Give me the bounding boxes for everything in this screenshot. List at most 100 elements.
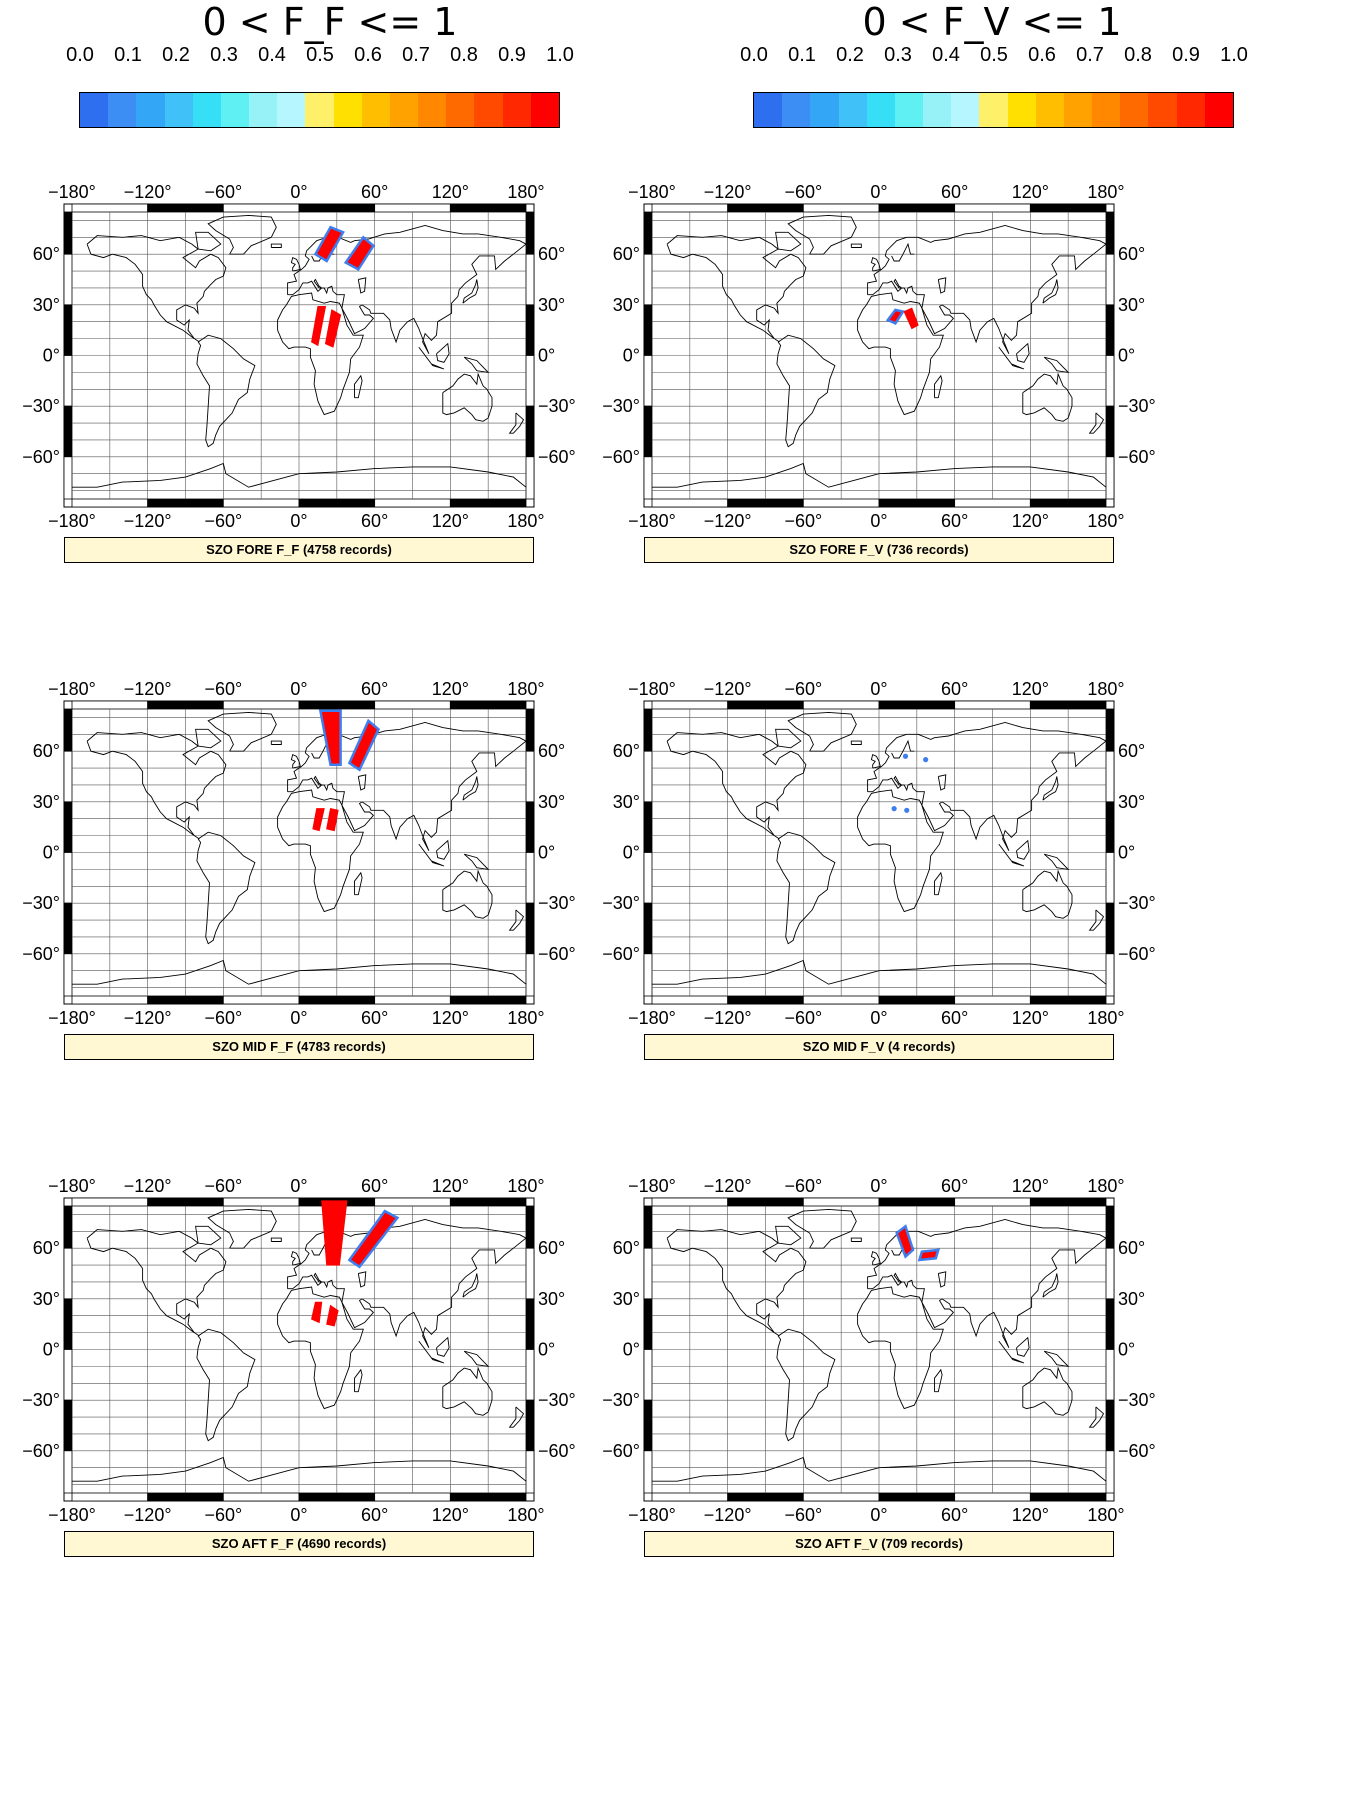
coastline xyxy=(290,1250,301,1266)
colorbar-swatch xyxy=(361,93,390,127)
lon-label: −180° xyxy=(48,511,96,531)
frame-segment xyxy=(525,1298,535,1350)
frame-segment xyxy=(1105,211,1115,255)
colorbar-swatch xyxy=(80,93,109,127)
lon-label: 180° xyxy=(1087,182,1124,202)
frame-segment xyxy=(1105,1298,1115,1350)
frame-segment xyxy=(63,953,73,997)
lon-label: 0° xyxy=(870,679,887,699)
map-caption: SZO MID F_V (4 records) xyxy=(644,1034,1114,1060)
coastline xyxy=(776,1328,836,1442)
lon-label: 0° xyxy=(870,182,887,202)
coastline xyxy=(1016,342,1030,363)
map-caption: SZO AFT F_V (709 records) xyxy=(644,1531,1114,1557)
lat-label: 60° xyxy=(33,741,60,761)
lon-label: 0° xyxy=(290,1176,307,1196)
lat-label: −60° xyxy=(22,447,60,467)
frame-segment xyxy=(525,456,535,500)
lat-label: 0° xyxy=(623,346,640,366)
frame-segment xyxy=(954,498,1031,508)
lat-label: 30° xyxy=(33,295,60,315)
lon-label: 120° xyxy=(1012,1176,1049,1196)
lon-label: 60° xyxy=(941,511,968,531)
data-swath xyxy=(326,1304,339,1327)
frame-segment xyxy=(63,1298,73,1350)
coastline xyxy=(1022,869,1073,919)
lon-label: −60° xyxy=(204,1008,242,1028)
frame-segment xyxy=(643,1205,653,1249)
colorbar-tick-labels: 0.0 0.1 0.2 0.3 0.4 0.5 0.6 0.7 0.8 0.9 1.0 xyxy=(66,44,574,68)
lon-label: 0° xyxy=(290,182,307,202)
data-swath xyxy=(917,1248,941,1262)
lat-label: 0° xyxy=(538,346,555,366)
lat-label: 60° xyxy=(538,741,565,761)
lat-label: −60° xyxy=(1118,944,1156,964)
lat-label: −60° xyxy=(602,447,640,467)
coastline xyxy=(666,732,807,840)
coastline xyxy=(442,372,493,422)
frame-segment xyxy=(643,405,653,458)
frame-segment xyxy=(1029,498,1107,508)
frame-segment xyxy=(63,852,73,904)
frame-segment xyxy=(1029,1492,1107,1502)
data-point xyxy=(902,753,909,759)
data-swath xyxy=(903,307,919,330)
frame-segment xyxy=(1105,750,1115,803)
lat-label: −30° xyxy=(1118,396,1156,416)
colorbar-swatch xyxy=(866,93,895,127)
lat-label: 30° xyxy=(1118,792,1145,812)
frame-segment xyxy=(643,750,653,803)
colorbar-swatch xyxy=(810,93,839,127)
frame-segment xyxy=(449,995,527,1005)
frame-segment xyxy=(643,852,653,904)
lat-label: 30° xyxy=(33,1289,60,1309)
frame-segment xyxy=(651,203,729,213)
lon-label: −60° xyxy=(784,1505,822,1525)
frame-segment xyxy=(878,1492,956,1502)
coastline xyxy=(1042,776,1059,801)
lon-label: −60° xyxy=(204,511,242,531)
colorbar-tick-label: 0.9 xyxy=(1172,44,1200,66)
lat-label: −30° xyxy=(22,396,60,416)
frame-segment xyxy=(643,801,653,853)
lon-label: −120° xyxy=(124,679,172,699)
lat-label: 0° xyxy=(1118,346,1135,366)
lon-label: −180° xyxy=(628,182,676,202)
lon-label: −120° xyxy=(704,679,752,699)
lat-label: 0° xyxy=(1118,843,1135,863)
colorbar-swatch xyxy=(305,93,334,127)
lat-label: 60° xyxy=(33,244,60,264)
coastline xyxy=(870,1250,881,1266)
coastline xyxy=(937,277,947,294)
lon-label: 60° xyxy=(361,511,388,531)
frame-segment xyxy=(1105,1205,1115,1249)
frame-segment xyxy=(71,1492,149,1502)
coastline xyxy=(934,374,943,399)
frame-segment xyxy=(63,1450,73,1494)
coastline xyxy=(442,869,493,919)
coastline xyxy=(357,277,367,294)
lat-label: 60° xyxy=(1118,741,1145,761)
frame-segment xyxy=(298,498,376,508)
map-caption: SZO AFT F_F (4690 records) xyxy=(64,1531,534,1557)
colorbar-swatch xyxy=(782,93,811,127)
frame-segment xyxy=(63,456,73,500)
map-panel-aft-fv: −180° −180° −120° −120° −60° −60° 0° 0° 60° 60° 12… xyxy=(602,1176,1156,1557)
frame-segment xyxy=(63,708,73,752)
lon-label: 180° xyxy=(1087,1176,1124,1196)
frame-segment xyxy=(525,953,535,997)
lat-label: −60° xyxy=(538,944,576,964)
coastline xyxy=(207,214,277,255)
frame-segment xyxy=(63,253,73,306)
lat-label: −30° xyxy=(538,893,576,913)
lon-label: 180° xyxy=(507,511,544,531)
frame-segment xyxy=(374,995,451,1005)
lat-label: 60° xyxy=(1118,244,1145,264)
coastline xyxy=(850,243,862,248)
coastline xyxy=(462,279,479,304)
lon-label: −180° xyxy=(628,1176,676,1196)
frame-segment xyxy=(802,995,880,1005)
coastline xyxy=(857,789,944,913)
frame-segment xyxy=(727,700,804,710)
lon-label: 0° xyxy=(290,679,307,699)
